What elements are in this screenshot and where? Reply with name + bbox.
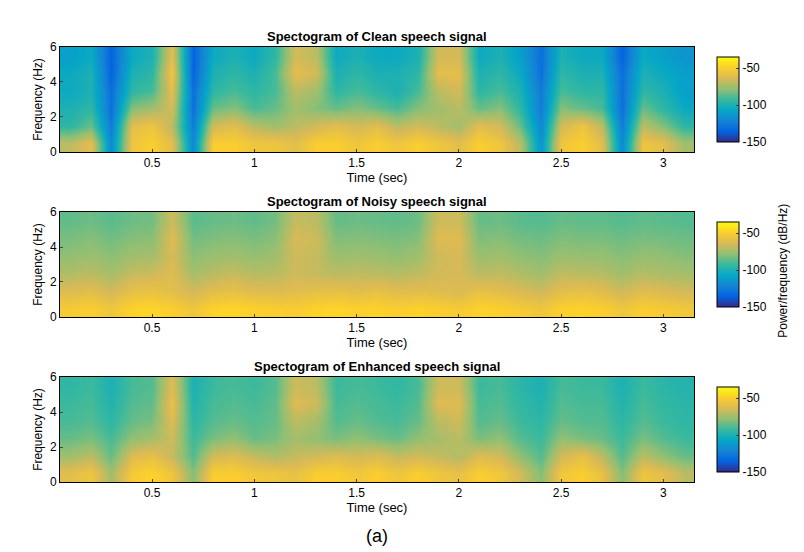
svg-text:1.5: 1.5 (348, 321, 365, 335)
svg-text:6: 6 (50, 40, 57, 54)
svg-text:Frequency (Hz): Frequency (Hz) (31, 58, 45, 141)
svg-text:Time (sec): Time (sec) (347, 500, 408, 515)
svg-text:3: 3 (660, 156, 667, 170)
svg-text:2: 2 (455, 486, 462, 500)
svg-text:4: 4 (50, 240, 57, 254)
svg-text:Frequency (Hz): Frequency (Hz) (31, 223, 45, 306)
svg-text:2.5: 2.5 (553, 486, 570, 500)
svg-text:Spectogram of Enhanced speech: Spectogram of Enhanced speech signal (254, 359, 500, 374)
svg-text:2.5: 2.5 (553, 156, 570, 170)
svg-text:2: 2 (50, 110, 57, 124)
svg-text:0.5: 0.5 (144, 156, 161, 170)
svg-text:4: 4 (50, 405, 57, 419)
svg-text:-100: -100 (742, 263, 766, 277)
svg-text:1.5: 1.5 (348, 486, 365, 500)
svg-text:4: 4 (50, 75, 57, 89)
svg-text:-100: -100 (742, 428, 766, 442)
svg-text:2: 2 (455, 321, 462, 335)
svg-text:1: 1 (251, 321, 258, 335)
svg-text:Time (sec): Time (sec) (347, 335, 408, 350)
svg-text:0: 0 (50, 310, 57, 324)
svg-text:Spectogram of Noisy speech sig: Spectogram of Noisy speech signal (267, 194, 487, 209)
svg-text:Time (sec): Time (sec) (347, 170, 408, 185)
svg-text:-100: -100 (742, 98, 766, 112)
svg-text:0.5: 0.5 (144, 486, 161, 500)
svg-text:3: 3 (660, 486, 667, 500)
svg-text:2.5: 2.5 (553, 321, 570, 335)
svg-text:-150: -150 (742, 465, 766, 479)
svg-text:2: 2 (50, 275, 57, 289)
svg-text:6: 6 (50, 205, 57, 219)
svg-text:-50: -50 (742, 391, 760, 405)
svg-text:3: 3 (660, 321, 667, 335)
svg-text:Spectogram of Clean speech sig: Spectogram of Clean speech signal (267, 29, 487, 44)
svg-text:0: 0 (50, 145, 57, 159)
svg-text:1.5: 1.5 (348, 156, 365, 170)
svg-text:1: 1 (251, 486, 258, 500)
svg-text:2: 2 (455, 156, 462, 170)
svg-text:-50: -50 (742, 61, 760, 75)
svg-text:(a): (a) (366, 526, 388, 546)
svg-text:-150: -150 (742, 135, 766, 149)
svg-text:-150: -150 (742, 300, 766, 314)
svg-text:Frequency (Hz): Frequency (Hz) (31, 388, 45, 471)
svg-text:-50: -50 (742, 226, 760, 240)
svg-text:2: 2 (50, 440, 57, 454)
svg-text:Power/frequency (dB/Hz): Power/frequency (dB/Hz) (776, 204, 790, 338)
svg-text:6: 6 (50, 370, 57, 384)
svg-text:1: 1 (251, 156, 258, 170)
svg-text:0.5: 0.5 (144, 321, 161, 335)
svg-text:0: 0 (50, 475, 57, 489)
